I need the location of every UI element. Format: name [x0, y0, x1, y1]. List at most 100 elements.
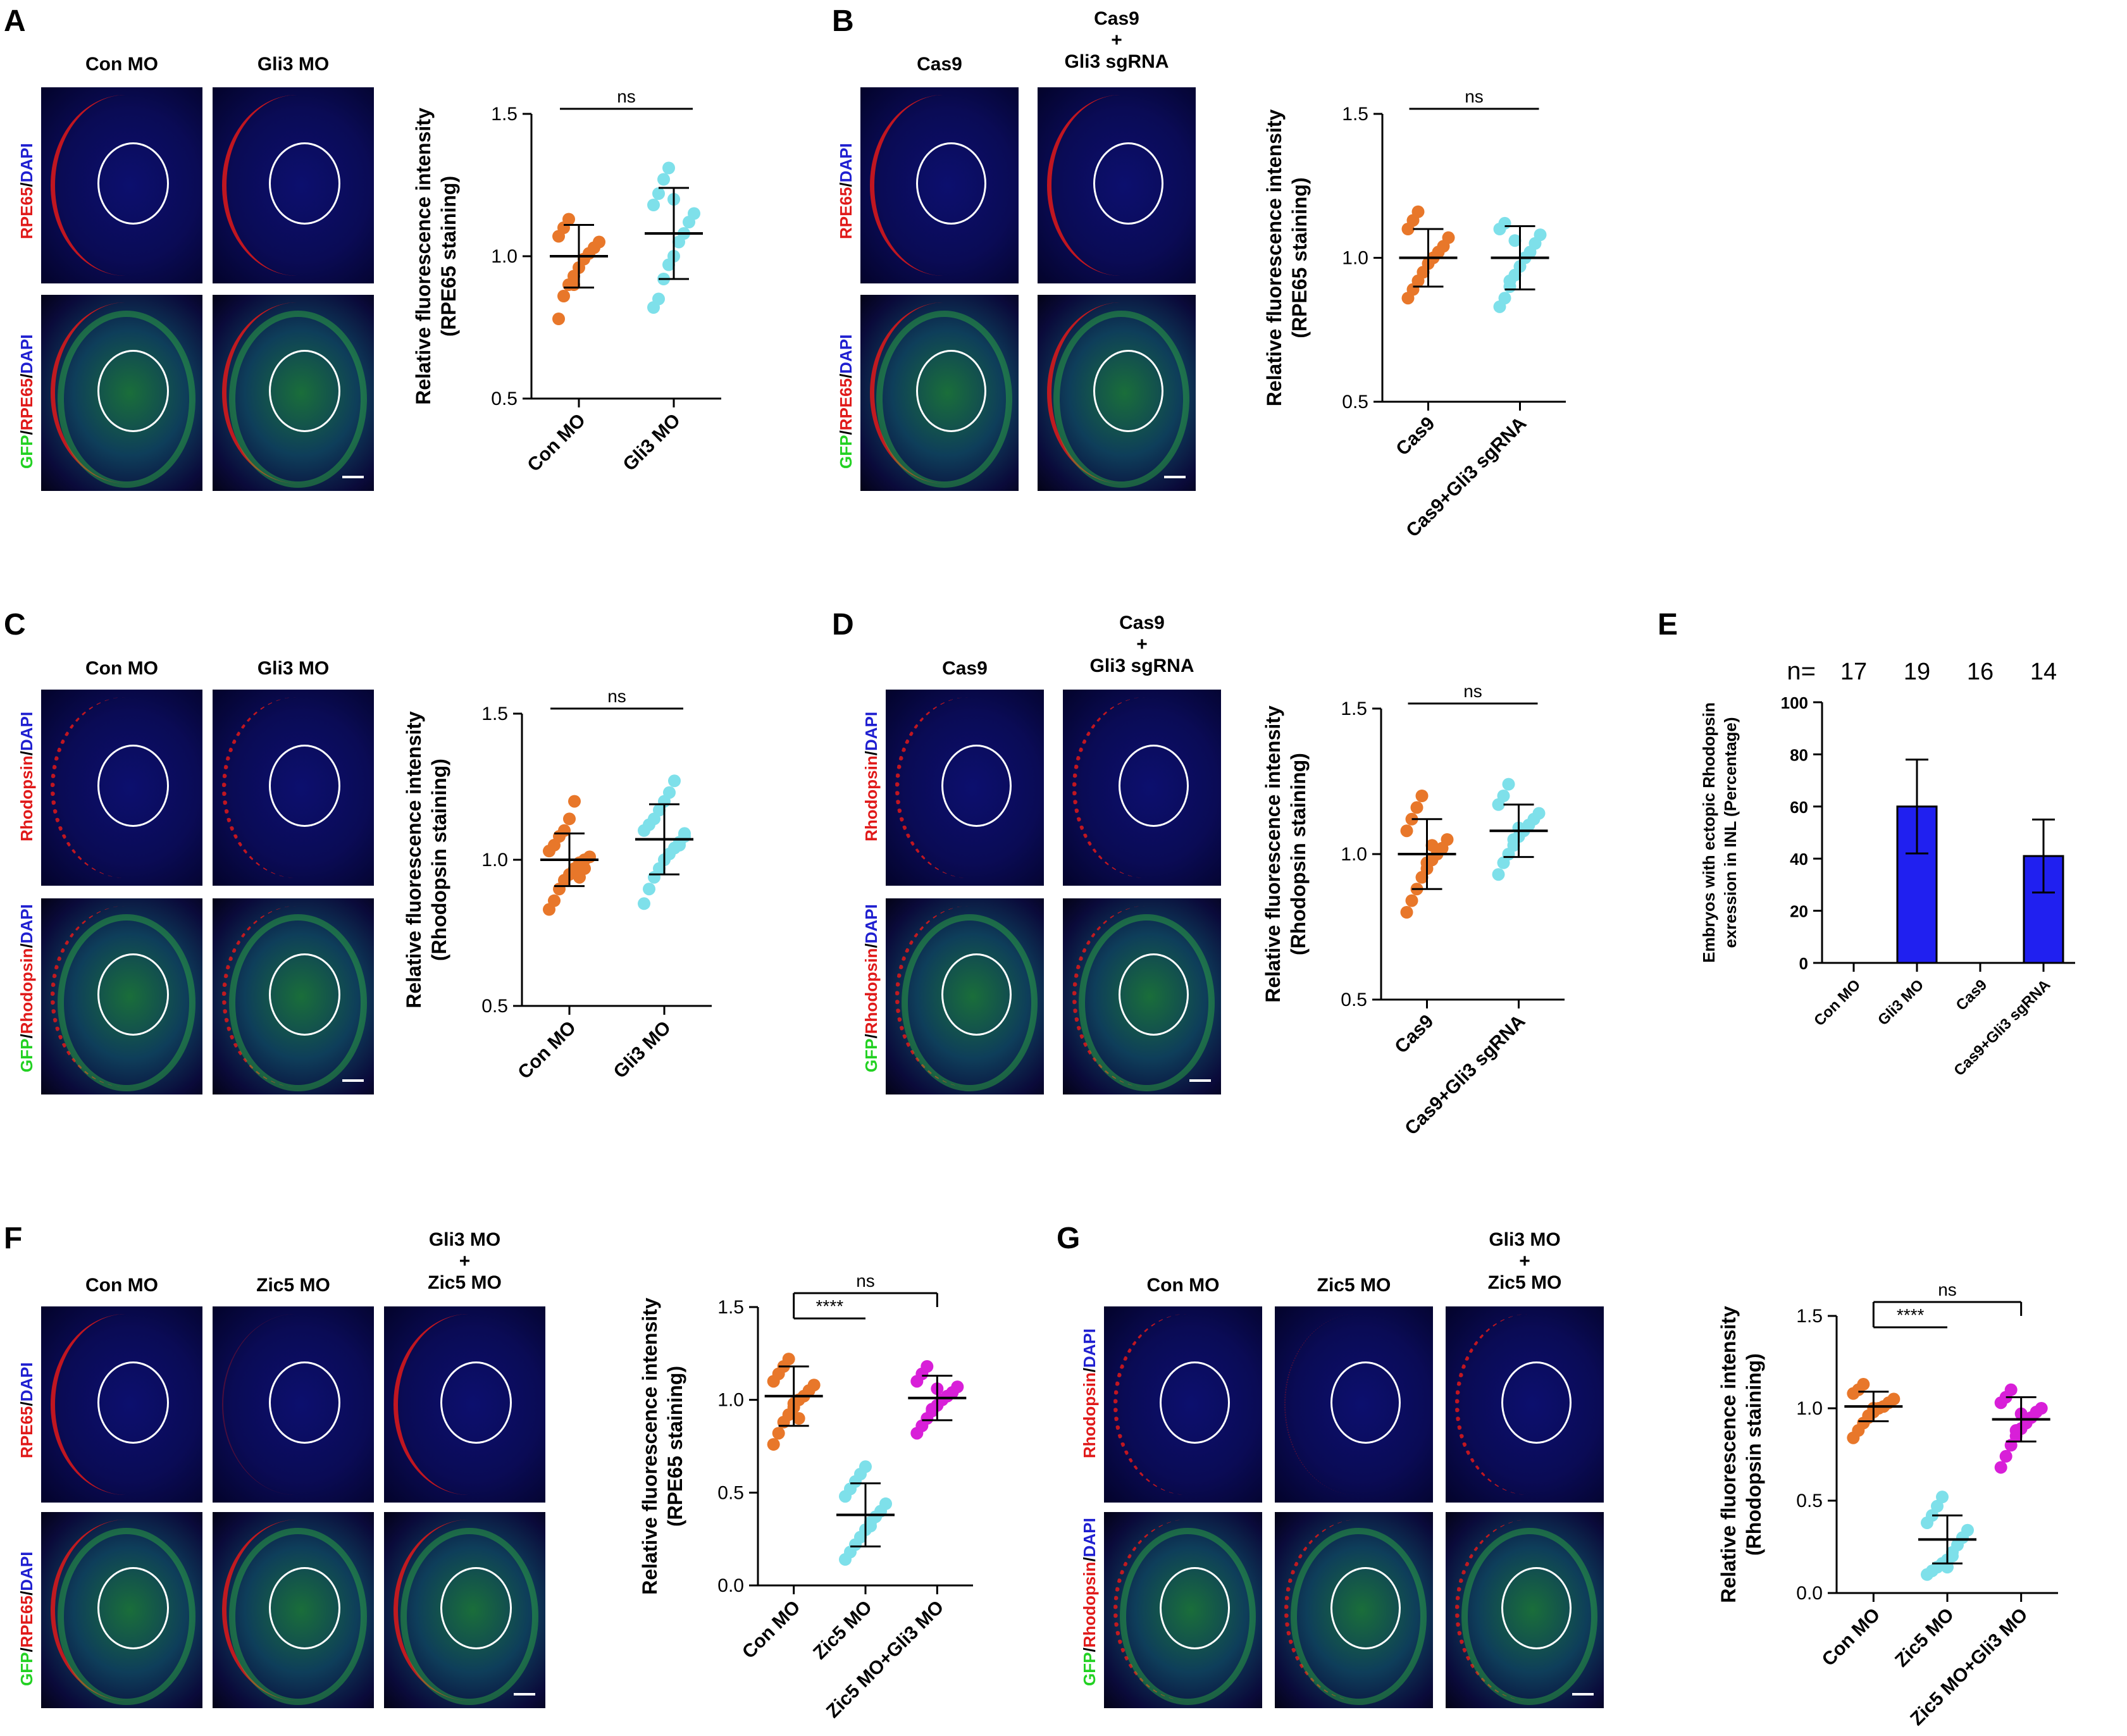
data-point: [782, 1353, 795, 1366]
data-point: [859, 1460, 872, 1473]
y-axis-label: (Rhodopsin staining): [1742, 1353, 1765, 1556]
micrograph-bottom: [213, 1512, 374, 1708]
y-axis-label: (RPE65 staining): [1288, 177, 1311, 338]
micrograph-top: [213, 1306, 374, 1503]
data-point: [1415, 790, 1429, 802]
lens-outline: [268, 953, 340, 1036]
retina-rim: [394, 1520, 543, 1701]
retina-rim: [1455, 1314, 1602, 1495]
lens-outline: [1501, 1566, 1572, 1649]
x-tick-label: Zic5 MO+Gli3 MO: [822, 1597, 948, 1722]
retina-rim: [870, 302, 1017, 483]
data-point: [926, 1403, 939, 1416]
data-point: [563, 812, 576, 826]
column-header: Cas9: [917, 54, 962, 75]
data-point: [662, 161, 675, 175]
lens-outline: [97, 1361, 169, 1444]
chart-E: 0 20 40 60 80 100 Embryos with ectopic Rhodops…: [1699, 657, 2075, 1079]
scale-bar: [342, 476, 364, 478]
n-prefix: n=: [1787, 657, 1816, 685]
data-point: [1492, 868, 1505, 881]
micrograph-top: [1446, 1306, 1604, 1503]
retina-rim: [51, 697, 201, 878]
x-tick-label: Con MO: [1818, 1604, 1885, 1671]
x-tick-label: Zic5 MO: [809, 1597, 876, 1664]
data-point: [652, 187, 665, 200]
retina-rim: [1455, 1520, 1602, 1701]
gfp-signal: [228, 914, 368, 1092]
chart-D: 0.5 1.0 1.5 Relative fluorescence intensity…: [1262, 681, 1565, 1139]
y-tick-label: 40: [1790, 850, 1808, 869]
column-header: Cas9: [942, 658, 988, 679]
scale-bar: [1572, 1693, 1594, 1696]
micrograph-bottom: [1275, 1512, 1433, 1708]
data-point: [1936, 1491, 1949, 1504]
micrograph-top: [860, 87, 1019, 283]
micrograph-bottom: [41, 1512, 202, 1708]
y-tick-label: 1.0: [491, 246, 518, 267]
data-point: [1503, 274, 1516, 287]
x-tick-label: Cas9: [1392, 413, 1439, 460]
column-header: Gli3 MO + Zic5 MO: [428, 1229, 502, 1293]
column-header: Con MO: [85, 658, 158, 679]
lens-outline: [941, 744, 1012, 827]
significance-label: ****: [816, 1296, 844, 1316]
gfp-signal: [1120, 1527, 1256, 1706]
data-point: [1994, 1461, 2007, 1474]
lens-outline: [915, 142, 986, 225]
y-axis-label: Relative fluorescence intensity: [1262, 705, 1284, 1003]
lens-outline: [1330, 1566, 1401, 1649]
gfp-signal: [1079, 914, 1215, 1092]
retina-rim: [1047, 302, 1194, 483]
micrograph-bottom: [1104, 1512, 1262, 1708]
gfp-signal: [228, 1527, 368, 1706]
data-point: [767, 1438, 780, 1451]
gfp-signal: [1461, 1527, 1597, 1706]
scale-bar: [1164, 476, 1186, 478]
retina-rim: [222, 95, 372, 276]
data-point: [1857, 1378, 1870, 1391]
y-tick-label: 1.0: [717, 1390, 744, 1411]
y-axis-label: Relative fluorescence intensity: [1263, 109, 1286, 407]
lens-outline: [268, 349, 340, 432]
data-point: [772, 1427, 785, 1440]
panel-label-E: E: [1658, 608, 1678, 642]
data-point: [1425, 839, 1439, 852]
data-point: [643, 883, 655, 896]
column-header: Con MO: [85, 1275, 158, 1296]
lens-outline: [1159, 1361, 1230, 1444]
y-tick-label: 1.5: [1342, 104, 1368, 125]
column-header: Con MO: [1146, 1275, 1220, 1296]
y-tick-label: 0.5: [491, 388, 518, 409]
y-tick-label: 1.0: [1796, 1398, 1823, 1419]
data-point: [879, 1497, 892, 1510]
data-point: [647, 199, 660, 211]
lens-outline: [97, 1566, 169, 1649]
retina-rim: [222, 302, 372, 483]
lens-outline: [440, 1361, 512, 1444]
lens-outline: [268, 744, 340, 827]
lens-outline: [1330, 1361, 1401, 1444]
data-point: [673, 838, 686, 852]
data-point: [638, 897, 650, 910]
lens-outline: [1118, 744, 1189, 827]
retina-rim: [51, 1520, 201, 1701]
gfp-signal: [57, 1527, 196, 1706]
data-point: [1961, 1523, 1974, 1537]
x-tick-label: Gli3 MO: [609, 1017, 674, 1082]
x-tick-label: Con MO: [514, 1017, 580, 1084]
y-tick-label: 0.5: [1341, 989, 1367, 1010]
lens-outline: [268, 142, 340, 225]
scale-bar: [1189, 1079, 1211, 1082]
significance-label: ns: [617, 87, 636, 106]
y-tick-label: 1.0: [1342, 248, 1368, 269]
significance-label: ns: [607, 686, 626, 706]
y-tick-label: 1.5: [491, 104, 518, 125]
y-tick-label: 1.5: [481, 704, 508, 724]
retina-rim: [1072, 906, 1219, 1087]
data-point: [557, 290, 570, 302]
micrograph-top: [384, 1306, 545, 1503]
data-point: [921, 1360, 934, 1373]
data-point: [1508, 234, 1522, 247]
y-axis-label: Embryos with ectopic Rhodopsin: [1699, 702, 1718, 963]
